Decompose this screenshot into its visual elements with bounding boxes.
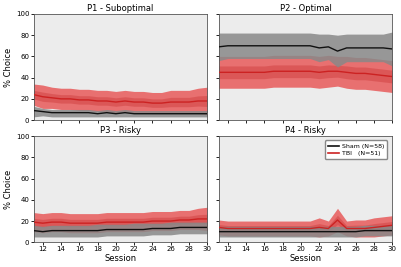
- Y-axis label: % Choice: % Choice: [4, 47, 13, 87]
- Title: P3 - Risky: P3 - Risky: [100, 126, 141, 135]
- Title: P1 - Suboptimal: P1 - Suboptimal: [87, 4, 154, 13]
- Title: P2 - Optimal: P2 - Optimal: [279, 4, 332, 13]
- X-axis label: Session: Session: [104, 254, 136, 263]
- Legend: Sham (N=58), TBI   (N=51): Sham (N=58), TBI (N=51): [325, 140, 387, 159]
- X-axis label: Session: Session: [290, 254, 322, 263]
- Y-axis label: % Choice: % Choice: [4, 170, 13, 209]
- Title: P4 - Risky: P4 - Risky: [285, 126, 326, 135]
